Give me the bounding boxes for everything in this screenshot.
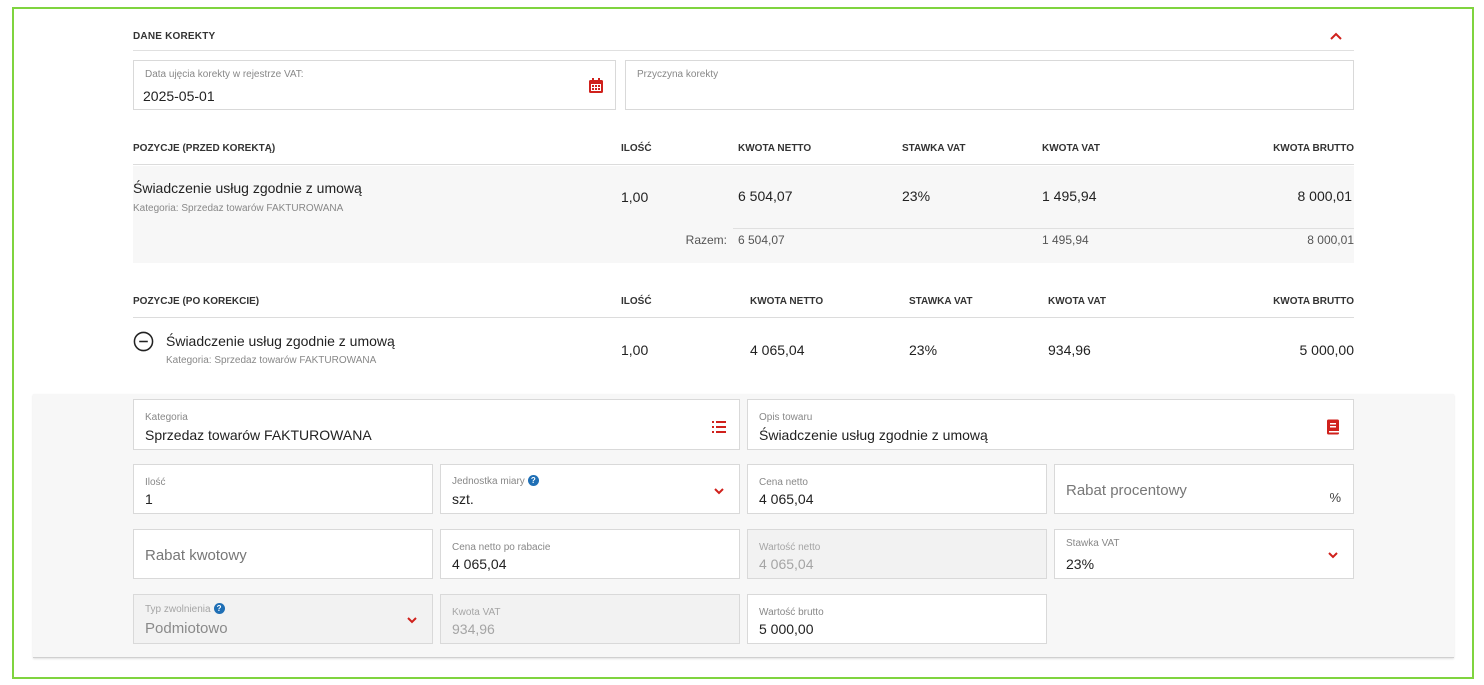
vat-amount-label: Kwota VAT xyxy=(452,607,501,618)
after-table-header: POZYCJE (PO KOREKCIE) ILOŚĆ KWOTA NETTO … xyxy=(133,288,1354,318)
book-icon[interactable] xyxy=(1323,417,1343,437)
unit-label-text: Jednostka miary xyxy=(452,476,525,487)
after-item-net: 4 065,04 xyxy=(750,342,805,358)
gross-value-label: Wartość brutto xyxy=(759,607,824,618)
net-value-field: Wartość netto 4 065,04 xyxy=(747,529,1047,579)
col-net: KWOTA NETTO xyxy=(738,143,812,154)
chevron-down-icon[interactable] xyxy=(402,610,422,630)
col-vat: KWOTA VAT xyxy=(1042,143,1100,154)
net-after-discount-field[interactable]: Cena netto po rabacie 4 065,04 xyxy=(440,529,740,579)
chevron-up-icon[interactable] xyxy=(1326,26,1346,46)
exemption-type-value: Podmiotowo xyxy=(145,620,228,637)
before-item-net: 6 504,07 xyxy=(738,188,793,204)
section-title: DANE KOREKTY xyxy=(133,31,216,42)
vat-rate-select[interactable]: Stawka VAT 23% xyxy=(1054,529,1354,579)
amount-discount-placeholder: Rabat kwotowy xyxy=(145,547,247,564)
help-icon[interactable]: ? xyxy=(213,603,225,614)
before-table-header: POZYCJE (PRZED KOREKTĄ) ILOŚĆ KWOTA NETT… xyxy=(133,135,1354,165)
net-value-label: Wartość netto xyxy=(759,542,821,553)
chevron-down-icon[interactable] xyxy=(1323,545,1343,565)
totals-vat: 1 495,94 xyxy=(1042,233,1089,247)
after-item-category: Kategoria: Sprzedaz towarów FAKTUROWANA xyxy=(166,355,377,366)
correction-reason-label: Przyczyna korekty xyxy=(637,69,719,80)
description-field[interactable]: Opis towaru Świadczenie usług zgodnie z … xyxy=(747,399,1354,450)
col-vat-rate: STAWKA VAT xyxy=(909,296,973,307)
after-item-name: Świadczenie usług zgodnie z umową xyxy=(166,333,395,349)
exemption-type-select: Typ zwolnienia? Podmiotowo xyxy=(133,594,433,644)
correction-reason-field[interactable]: Przyczyna korekty xyxy=(625,60,1354,110)
quantity-value: 1 xyxy=(145,491,153,507)
before-item-vat-rate: 23% xyxy=(902,188,931,204)
col-gross: KWOTA BRUTTO xyxy=(1273,296,1354,307)
before-item-category: Kategoria: Sprzedaz towarów FAKTUROWANA xyxy=(133,203,344,214)
gross-value-field[interactable]: Wartość brutto 5 000,00 xyxy=(747,594,1047,644)
net-price-label: Cena netto xyxy=(759,477,808,488)
percent-discount-placeholder: Rabat procentowy xyxy=(1066,482,1187,499)
correction-date-label: Data ujęcia korekty w rejestrze VAT: xyxy=(145,69,304,80)
after-item-qty: 1,00 xyxy=(621,342,649,358)
gross-value-value: 5 000,00 xyxy=(759,621,814,637)
col-vat: KWOTA VAT xyxy=(1048,296,1106,307)
percent-suffix: % xyxy=(1329,490,1341,505)
help-icon[interactable]: ? xyxy=(527,475,539,486)
totals-net: 6 504,07 xyxy=(738,233,785,247)
vat-amount-value: 934,96 xyxy=(452,621,495,637)
unit-value: szt. xyxy=(452,491,474,507)
net-after-discount-label: Cena netto po rabacie xyxy=(452,542,551,553)
percent-discount-field[interactable]: Rabat procentowy % xyxy=(1054,464,1354,514)
col-qty: ILOŚĆ xyxy=(621,143,652,154)
totals-divider xyxy=(733,228,1354,229)
net-after-discount-value: 4 065,04 xyxy=(452,556,507,572)
vat-rate-label: Stawka VAT xyxy=(1066,538,1120,549)
totals-gross: 8 000,01 xyxy=(1307,233,1354,247)
net-price-value: 4 065,04 xyxy=(759,491,814,507)
category-value: Sprzedaz towarów FAKTUROWANA xyxy=(145,427,372,443)
col-vat-rate: STAWKA VAT xyxy=(902,143,966,154)
vat-amount-field: Kwota VAT 934,96 xyxy=(440,594,740,644)
category-field[interactable]: Kategoria Sprzedaz towarów FAKTUROWANA xyxy=(133,399,740,450)
col-positions-after: POZYCJE (PO KOREKCIE) xyxy=(133,296,260,307)
before-item-gross: 8 000,01 xyxy=(1297,188,1353,204)
before-item-name: Świadczenie usług zgodnie z umową xyxy=(133,180,362,196)
chevron-down-icon[interactable] xyxy=(709,481,729,501)
before-item-row: Świadczenie usług zgodnie z umową Katego… xyxy=(133,166,1354,263)
before-item-qty: 1,00 xyxy=(621,189,649,205)
minus-circle-icon[interactable] xyxy=(133,331,154,352)
col-positions-before: POZYCJE (PRZED KOREKTĄ) xyxy=(133,143,276,154)
amount-discount-field[interactable]: Rabat kwotowy xyxy=(133,529,433,579)
section-header: DANE KOREKTY xyxy=(133,24,1354,51)
after-item-vat: 934,96 xyxy=(1048,342,1091,358)
correction-date-field[interactable]: Data ujęcia korekty w rejestrze VAT: 202… xyxy=(133,60,616,110)
exemption-type-label: Typ zwolnienia? xyxy=(145,603,225,615)
totals-label: Razem: xyxy=(685,233,727,247)
quantity-field[interactable]: Ilość 1 xyxy=(133,464,433,514)
col-qty: ILOŚĆ xyxy=(621,296,652,307)
quantity-label: Ilość xyxy=(145,477,166,488)
exemption-type-label-text: Typ zwolnienia xyxy=(145,604,211,615)
vat-rate-value: 23% xyxy=(1066,556,1095,572)
unit-select[interactable]: Jednostka miary? szt. xyxy=(440,464,740,514)
list-icon[interactable] xyxy=(709,417,729,437)
description-value: Świadczenie usług zgodnie z umową xyxy=(759,427,988,443)
after-item-vat-rate: 23% xyxy=(909,342,938,358)
net-value-value: 4 065,04 xyxy=(759,556,814,572)
col-gross: KWOTA BRUTTO xyxy=(1273,143,1354,154)
unit-label: Jednostka miary? xyxy=(452,475,539,487)
description-label: Opis towaru xyxy=(759,412,813,423)
col-net: KWOTA NETTO xyxy=(750,296,824,307)
category-label: Kategoria xyxy=(145,412,188,423)
calendar-icon[interactable] xyxy=(586,76,606,96)
after-item-gross: 5 000,00 xyxy=(1299,342,1355,358)
net-price-field[interactable]: Cena netto 4 065,04 xyxy=(747,464,1047,514)
before-item-vat: 1 495,94 xyxy=(1042,188,1097,204)
correction-date-value: 2025-05-01 xyxy=(143,88,215,104)
